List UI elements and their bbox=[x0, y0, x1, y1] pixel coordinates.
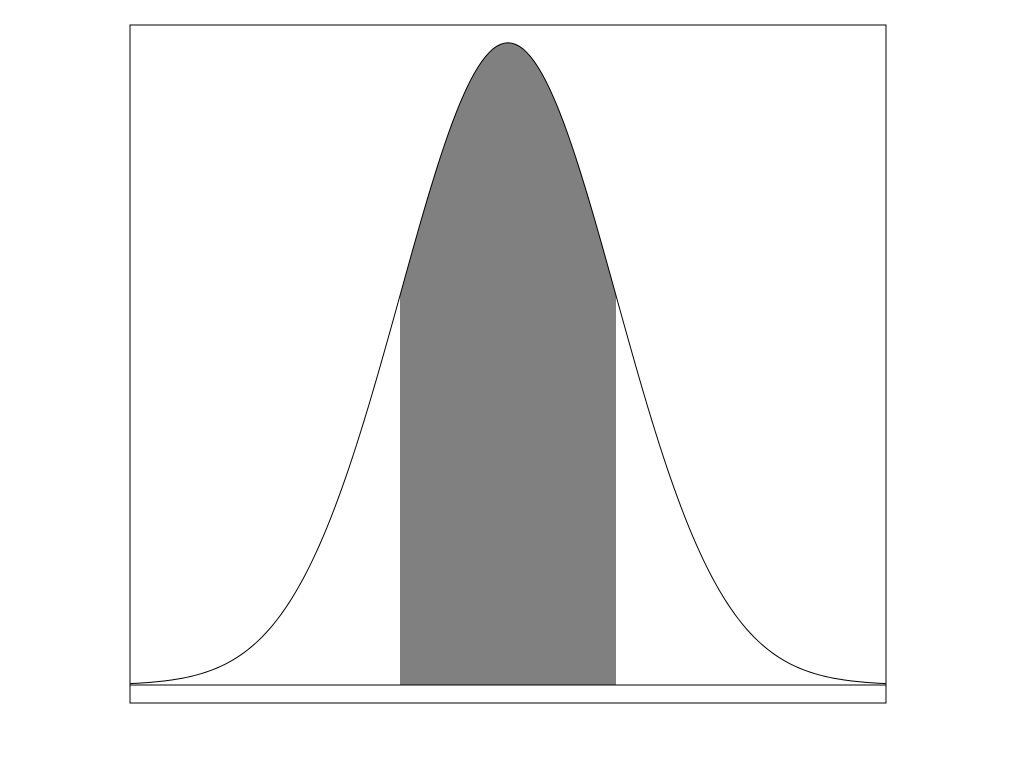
figure-canvas bbox=[0, 0, 1024, 768]
normal-distribution-chart bbox=[0, 0, 1024, 768]
